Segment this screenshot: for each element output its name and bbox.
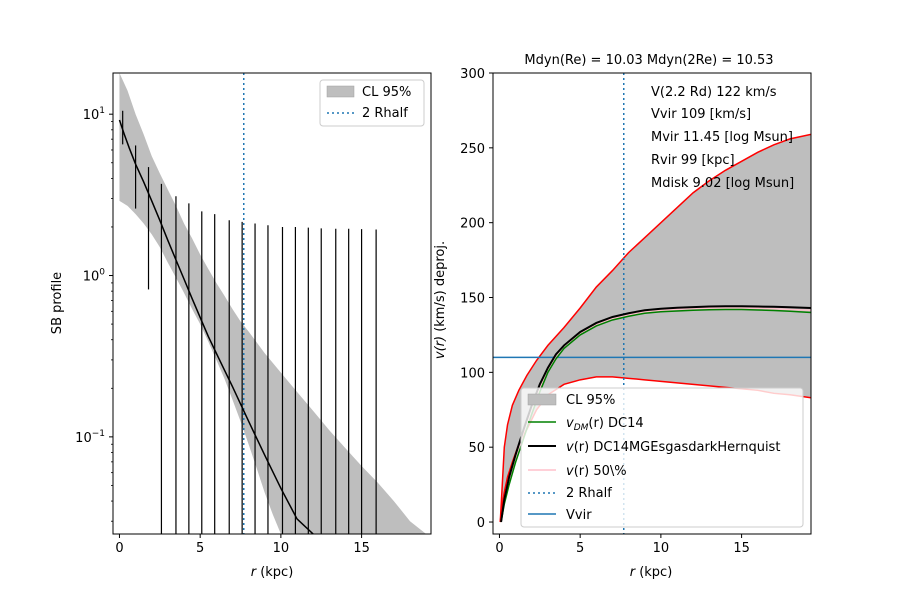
right-chart-panel: Mdyn(Re) = 10.03 Mdyn(2Re) = 10.53 0 5 10 1… [433,53,812,580]
left-x-axis-label: r (kpc) [251,565,294,580]
legend-label-vtotal: v(r) DC14MGEsgasdarkHernquist [566,440,780,455]
annotation-rvir: Rvir 99 [kpc] [651,153,735,168]
legend-label-vvir: Vvir [566,508,592,523]
left-y-tick-label: 10−1 [75,429,105,446]
legend-label-r-2rhalf: 2 Rhalf [566,486,612,501]
right-x-ticks: 0 5 10 15 [495,534,750,556]
right-y-ticks: 0 50 100 150 200 250 300 [460,67,493,531]
left-y-tick-label: 100 [83,268,106,285]
right-y-tick-label: 200 [460,217,485,232]
right-y-tick-label: 150 [460,292,485,307]
right-upper-bound-line [499,133,811,523]
left-y-ticks: 10−1 100 101 [75,106,113,522]
annotation-vvir: Vvir 109 [km/s] [651,107,751,122]
legend-label-2rhalf: 2 Rhalf [362,106,408,121]
left-model-line [118,119,339,534]
right-y-tick-label: 50 [468,441,485,456]
left-x-tick-label: 15 [353,541,370,556]
left-legend: CL 95% 2 Rhalf [319,79,425,127]
right-y-tick-label: 250 [460,142,485,157]
left-confidence-band [119,73,427,534]
left-x-tick-label: 5 [196,541,204,556]
right-x-tick-label: 10 [653,541,670,556]
legend-swatch-cl95 [326,85,355,98]
left-y-tick-label: 101 [83,106,105,123]
left-x-tick-label: 10 [273,541,290,556]
left-x-tick-label: 0 [115,541,123,556]
right-y-tick-label: 100 [460,366,485,381]
annotation-v22rd: V(2.2 Rd) 122 km/s [651,85,777,100]
right-chart-title: Mdyn(Re) = 10.03 Mdyn(2Re) = 10.53 [524,53,773,68]
annotation-mvir: Mvir 11.45 [log Msun] [651,130,793,145]
right-y-tick-label: 300 [460,67,485,82]
right-y-tick-label: 0 [477,516,485,531]
legend-swatch-r-cl95 [527,393,557,406]
right-annotations: V(2.2 Rd) 122 km/s Vvir 109 [km/s] Mvir … [651,85,794,191]
legend-label-vmedian: v(r) 50\% [566,464,627,479]
left-errorbars [122,110,377,534]
left-y-axis-label: SB profile [50,272,65,334]
right-x-tick-label: 15 [733,541,750,556]
right-confidence-band [500,134,811,523]
legend-label-cl95: CL 95% [362,85,411,100]
right-axes-frame [492,72,812,535]
annotation-mdisk: Mdisk 9.02 [log Msun] [651,176,794,191]
right-x-tick-label: 0 [495,541,503,556]
right-x-axis-label: r (kpc) [630,565,673,580]
right-y-axis-label: v(r) (km/s) deproj. [433,241,448,359]
left-axes-frame [112,72,432,535]
left-x-ticks: 0 5 10 15 [115,534,370,556]
right-legend: CL 95% vDM(r) DC14 v(r) DC14MGEsgasdarkH… [520,387,804,528]
legend-label-r-cl95: CL 95% [566,393,615,408]
legend-label-vdm: vDM(r) DC14 [566,416,644,433]
left-chart-panel: 0 5 10 15 10−1 100 101 r (kpc) SB profile CL … [50,72,432,580]
right-x-tick-label: 5 [576,541,584,556]
